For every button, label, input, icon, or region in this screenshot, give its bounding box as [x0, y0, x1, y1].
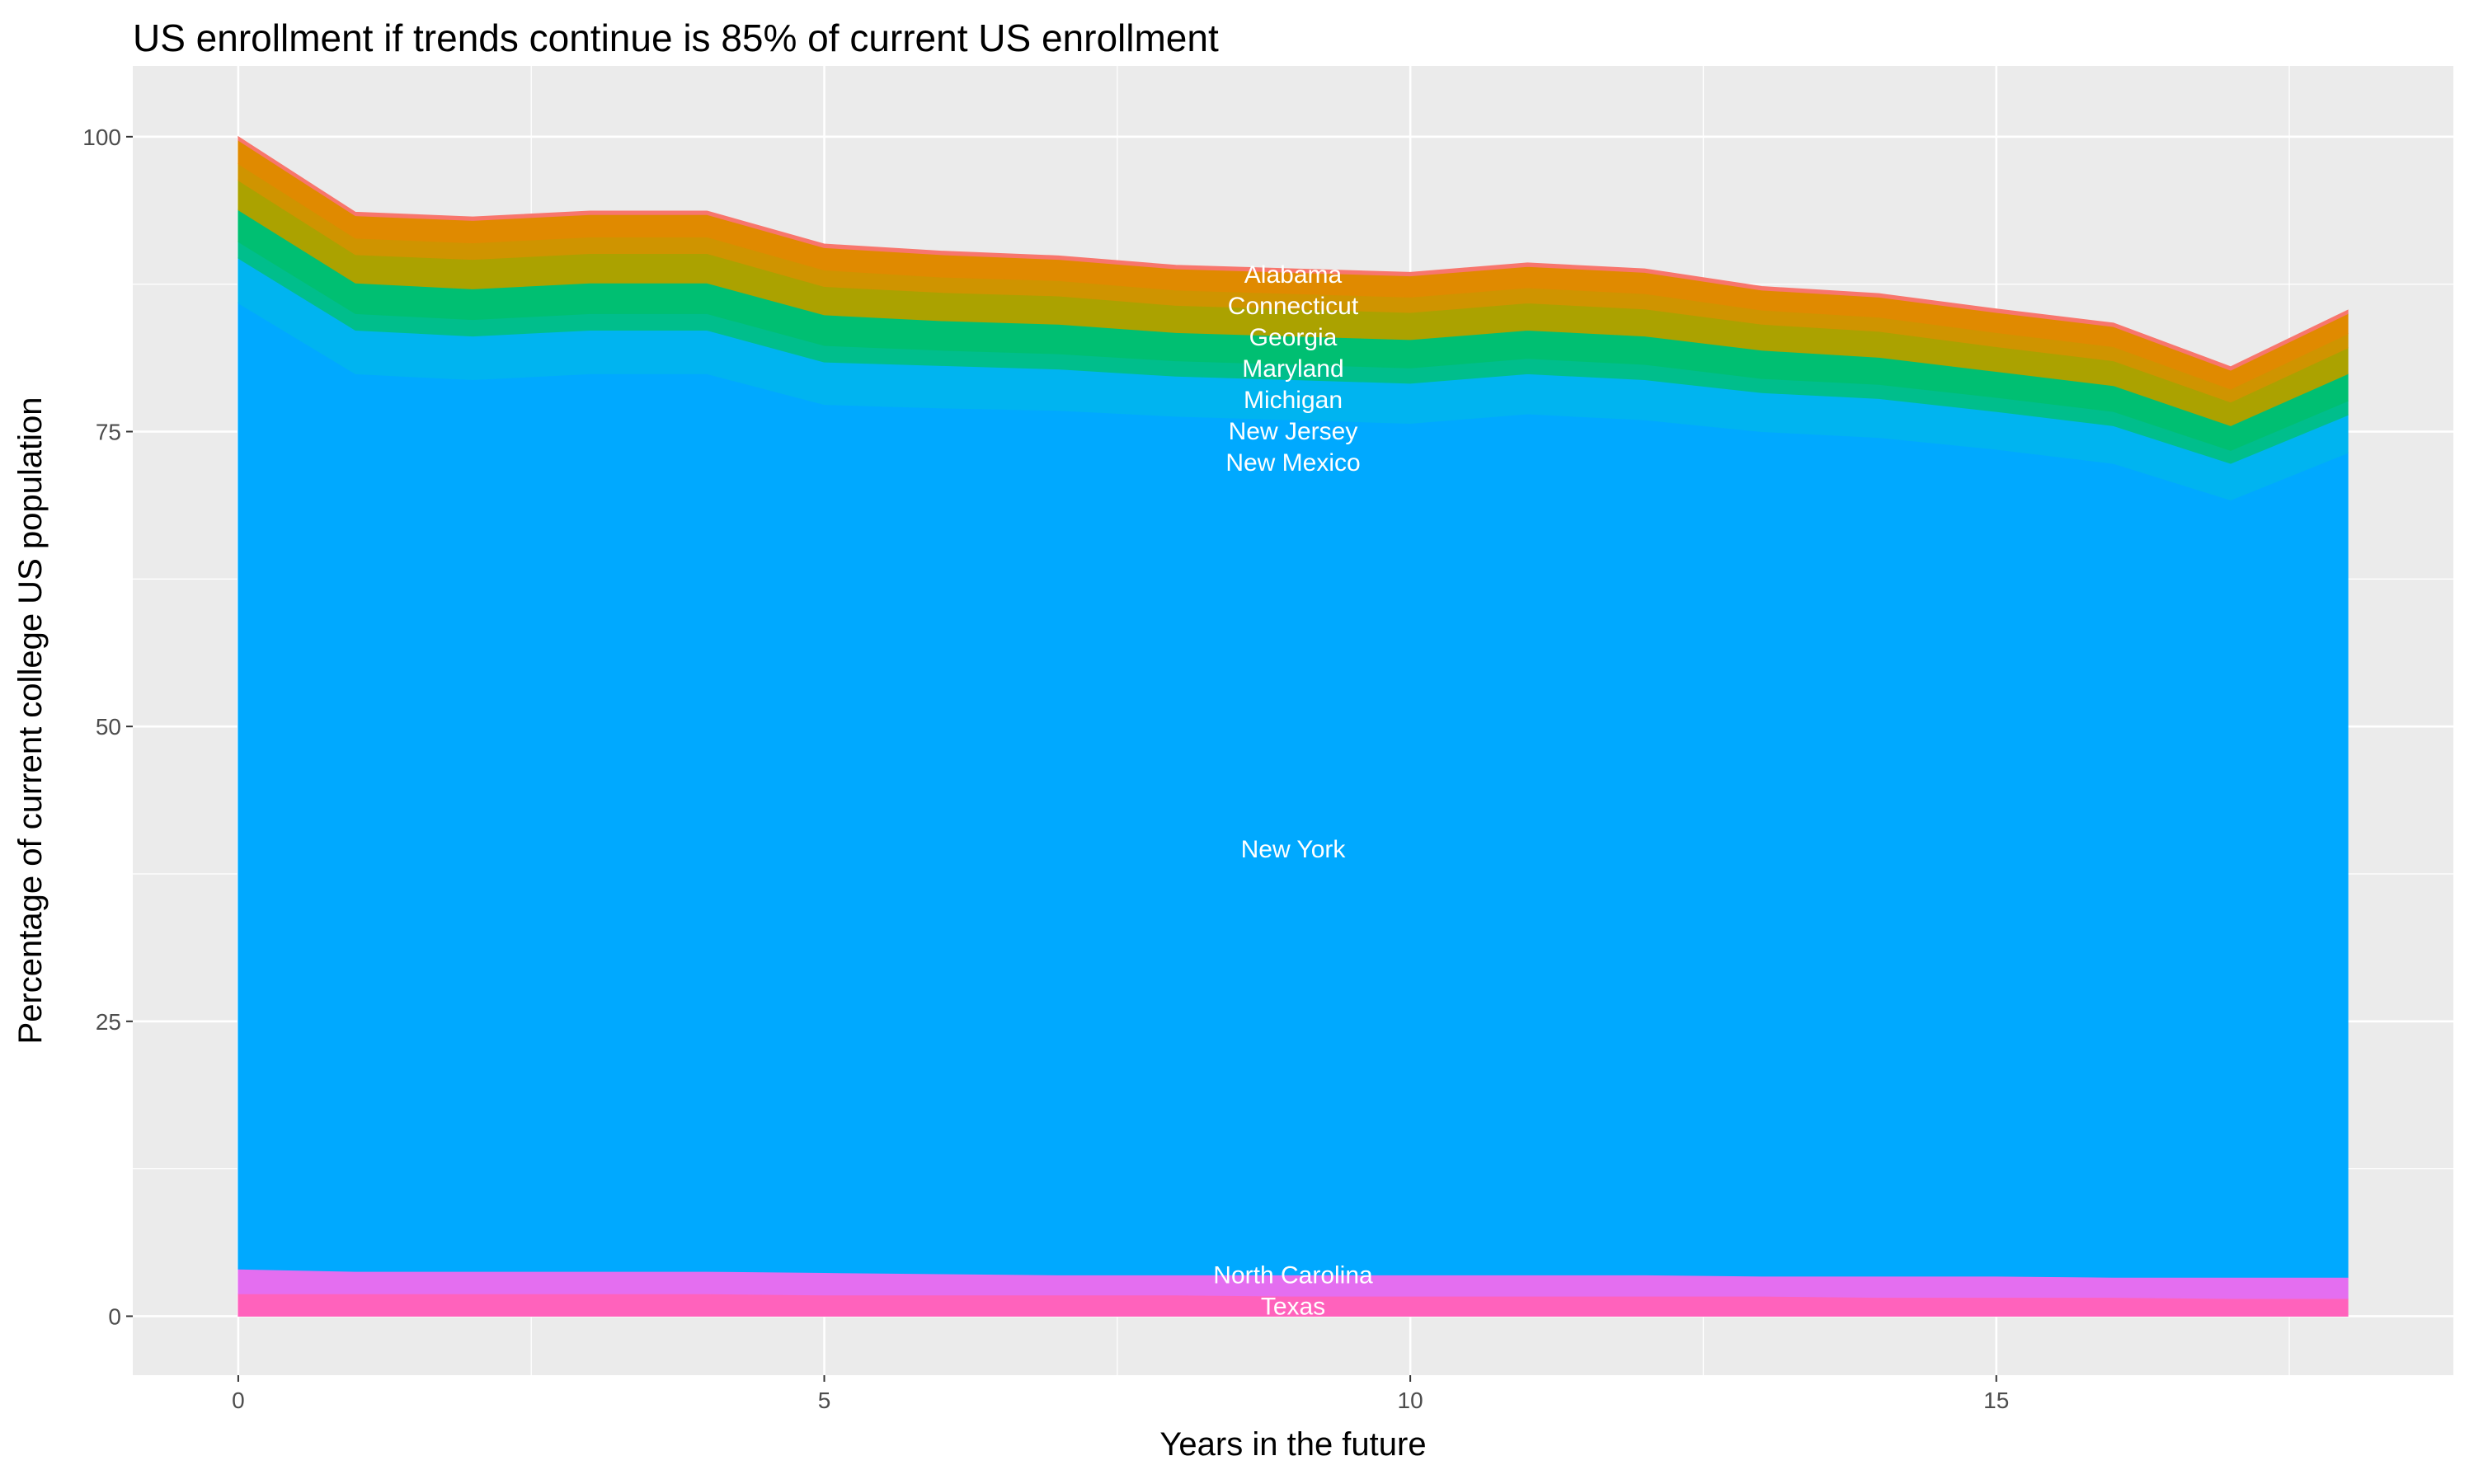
area-label: New Mexico: [1225, 449, 1360, 477]
area-label: Connecticut: [1228, 293, 1359, 320]
x-tick-label: 15: [1983, 1388, 2009, 1413]
area-label: North Carolina: [1213, 1261, 1373, 1289]
y-tick-label: 0: [108, 1303, 121, 1329]
y-tick-label: 50: [96, 714, 121, 740]
area-label: New York: [1241, 836, 1347, 863]
y-axis-title: Percentage of current college US populat…: [12, 397, 49, 1045]
x-tick-label: 10: [1398, 1388, 1423, 1413]
area-label: Maryland: [1242, 355, 1343, 383]
x-axis-title: Years in the future: [1159, 1426, 1426, 1463]
x-tick-label: 5: [818, 1388, 831, 1413]
area-label: Texas: [1261, 1293, 1325, 1320]
y-tick-label: 75: [96, 419, 121, 444]
area-layers: [238, 135, 2349, 1317]
area-label: New Jersey: [1229, 418, 1358, 445]
area-labels: Alabama Connecticut Georgia Maryland Michiga…: [1213, 261, 1373, 1320]
y-tick-label: 100: [82, 124, 121, 150]
area-label: Georgia: [1249, 324, 1338, 351]
area-label: Michigan: [1244, 387, 1343, 414]
area-layer-9: [238, 135, 2349, 371]
chart-title: US enrollment if trends continue is 85% …: [133, 16, 1219, 59]
area-label: Alabama: [1244, 261, 1343, 289]
axis-ticks: 0 5 10 15 0 25 50 75 100: [82, 124, 2009, 1413]
x-tick-label: 0: [232, 1388, 245, 1413]
y-tick-label: 25: [96, 1009, 121, 1035]
